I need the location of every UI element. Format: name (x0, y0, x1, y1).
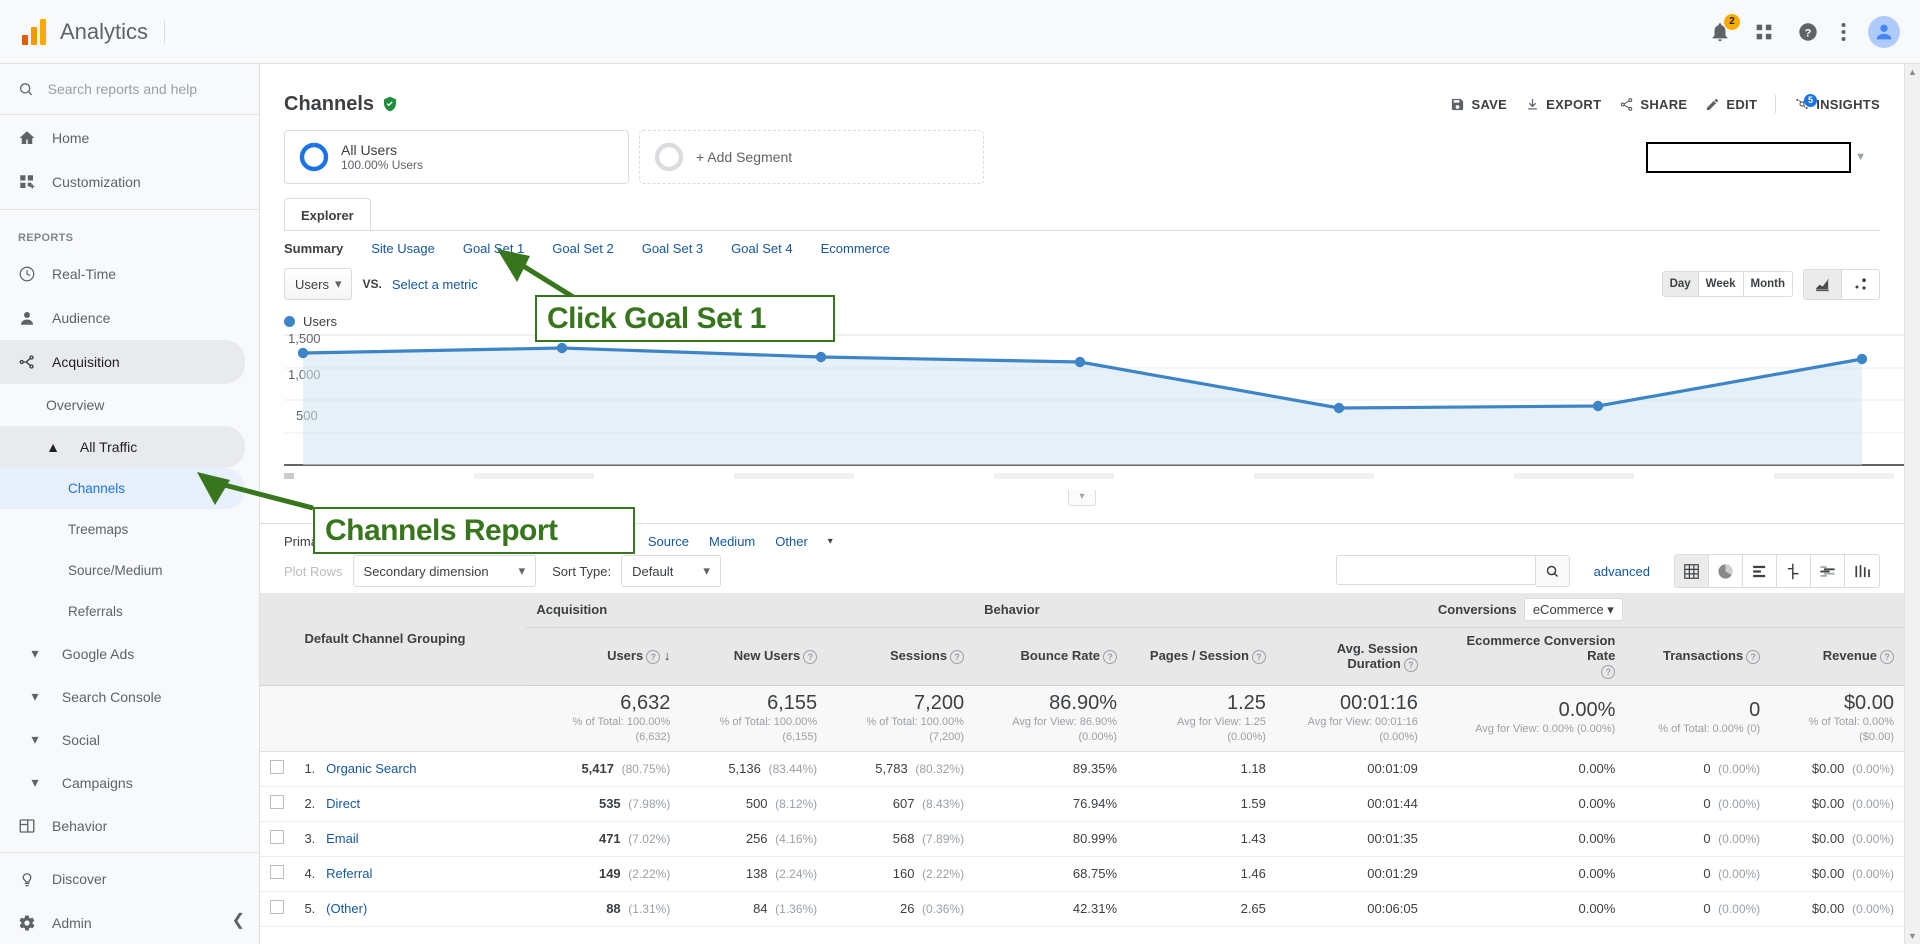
svg-text:1,500: 1,500 (288, 331, 321, 346)
svg-text:?: ? (1805, 27, 1812, 39)
